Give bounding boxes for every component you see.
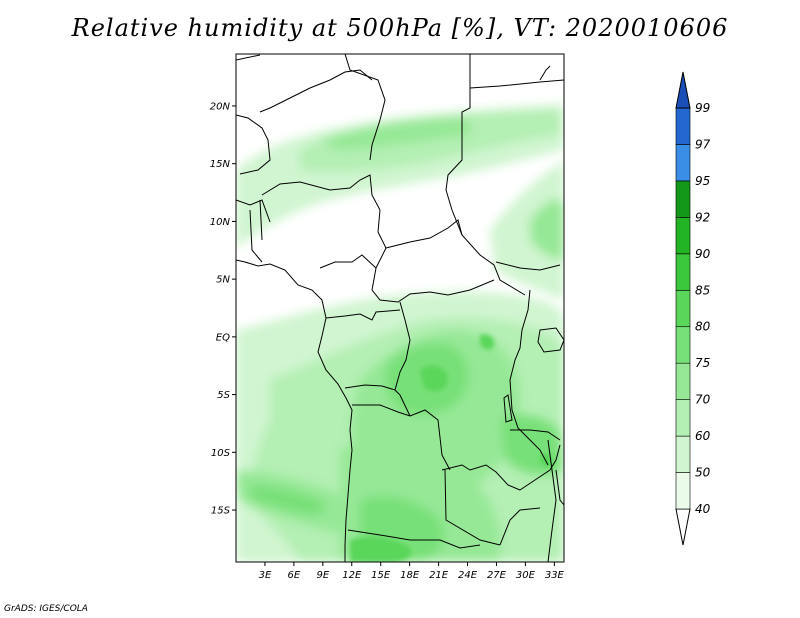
colorbar-label: 70 xyxy=(695,393,711,407)
colorbar-label: 95 xyxy=(695,174,710,188)
colorbar-label: 60 xyxy=(695,429,711,443)
colorbar-high-arrow xyxy=(675,71,691,109)
lat-tick-label: 10N xyxy=(210,217,231,228)
country-borders xyxy=(236,54,564,562)
colorbar-segment xyxy=(675,253,691,291)
lat-tick-label: 15S xyxy=(211,506,231,517)
lat-tick-label: 15N xyxy=(210,159,231,170)
lon-tick-label: 33E xyxy=(545,570,565,581)
colorbar-label: 92 xyxy=(695,210,710,224)
colorbar-segment xyxy=(675,217,691,255)
lat-tick-label: 5N xyxy=(216,275,230,286)
lon-tick-label: 27E xyxy=(487,570,507,581)
longitude-axis: 3E 6E 9E 12E 15E 18E 21E 24E 27E 30E 33E xyxy=(259,562,565,581)
colorbar-segment xyxy=(675,144,691,182)
lat-tick-label: 10S xyxy=(211,448,231,459)
lat-tick-label: 20N xyxy=(210,101,231,112)
colorbar-label: 50 xyxy=(695,466,711,480)
lon-tick-label: 30E xyxy=(516,570,536,581)
colorbar-segment xyxy=(675,362,691,400)
colorbar-segment xyxy=(675,289,691,328)
colorbar-segment xyxy=(675,326,691,364)
map-frame xyxy=(235,53,565,563)
lon-tick-label: 3E xyxy=(259,570,272,581)
colorbar-label: 80 xyxy=(695,320,711,334)
colorbar-label: 40 xyxy=(695,502,711,516)
latitude-axis: 20N 15N 10N 5N EQ 5S 10S 15S xyxy=(210,101,236,517)
lon-tick-label: 15E xyxy=(371,570,391,581)
colorbar-segment xyxy=(675,107,691,145)
lon-tick-label: 6E xyxy=(288,570,301,581)
lat-tick-label: EQ xyxy=(216,332,230,343)
humidity-shading xyxy=(236,54,564,562)
lon-tick-label: 24E xyxy=(458,570,478,581)
colorbar-segment xyxy=(675,472,691,510)
colorbar-label: 75 xyxy=(695,356,710,370)
colorbar-label: 85 xyxy=(695,283,710,297)
lon-tick-label: 9E xyxy=(316,570,329,581)
colorbar-low-arrow xyxy=(675,508,691,546)
lon-tick-label: 21E xyxy=(429,570,449,581)
colorbar: 40 50 60 70 75 80 85 90 92 95 97 99 xyxy=(675,71,711,546)
lon-tick-label: 18E xyxy=(400,570,420,581)
colorbar-label: 90 xyxy=(695,247,711,261)
colorbar-label: 99 xyxy=(695,101,710,115)
lat-tick-label: 5S xyxy=(217,390,230,401)
colorbar-segment xyxy=(675,399,691,437)
lon-tick-label: 12E xyxy=(342,570,362,581)
colorbar-segment xyxy=(675,435,691,473)
colorbar-label: 97 xyxy=(695,137,711,151)
colorbar-segment xyxy=(675,180,691,218)
grads-credit: GrADS: IGES/COLA xyxy=(4,604,88,614)
map-title: Relative humidity at 500hPa [%], VT: 202… xyxy=(71,14,729,42)
